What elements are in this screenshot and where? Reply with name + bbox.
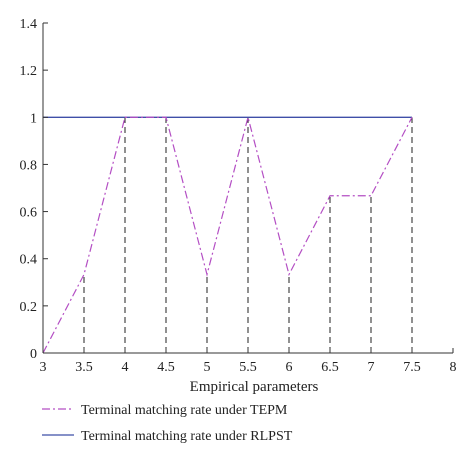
drop-lines [83, 117, 413, 353]
x-tick-label: 3 [40, 360, 47, 375]
y-ticks: 0 0.2 0.4 0.6 0.8 1 1.2 1.4 [20, 17, 48, 362]
x-tick-label: 8 [450, 360, 457, 375]
y-tick-label: 0.8 [20, 158, 38, 173]
x-ticks: 3 3.5 4 4.5 5 5.5 6 6.5 7 7.5 8 [40, 348, 457, 375]
y-tick-label: 0.2 [20, 300, 38, 315]
series-line [42, 114, 413, 354]
x-tick-label: 3.5 [75, 360, 93, 375]
x-tick-label: 7 [368, 360, 375, 375]
x-tick-label: 6.5 [321, 360, 339, 375]
y-tick-label: 0 [30, 347, 37, 362]
x-tick-label: 7.5 [403, 360, 421, 375]
y-tick-label: 1.4 [20, 17, 38, 32]
legend-label: Terminal matching rate under RLPST [81, 429, 293, 444]
legend: Terminal matching rate under TEPM Termina… [42, 403, 293, 444]
legend-label: Terminal matching rate under TEPM [81, 403, 288, 418]
x-axis-title: Empirical parameters [190, 379, 319, 395]
x-tick-label: 5.5 [239, 360, 257, 375]
x-tick-label: 6 [286, 360, 293, 375]
x-tick-label: 4 [122, 360, 129, 375]
y-tick-label: 1.2 [20, 64, 38, 79]
y-tick-label: 0.6 [20, 206, 38, 221]
y-tick-label: 0.4 [20, 253, 38, 268]
series-layer [42, 114, 413, 354]
x-tick-label: 5 [204, 360, 211, 375]
x-tick-label: 4.5 [157, 360, 175, 375]
y-tick-label: 1 [30, 111, 37, 126]
